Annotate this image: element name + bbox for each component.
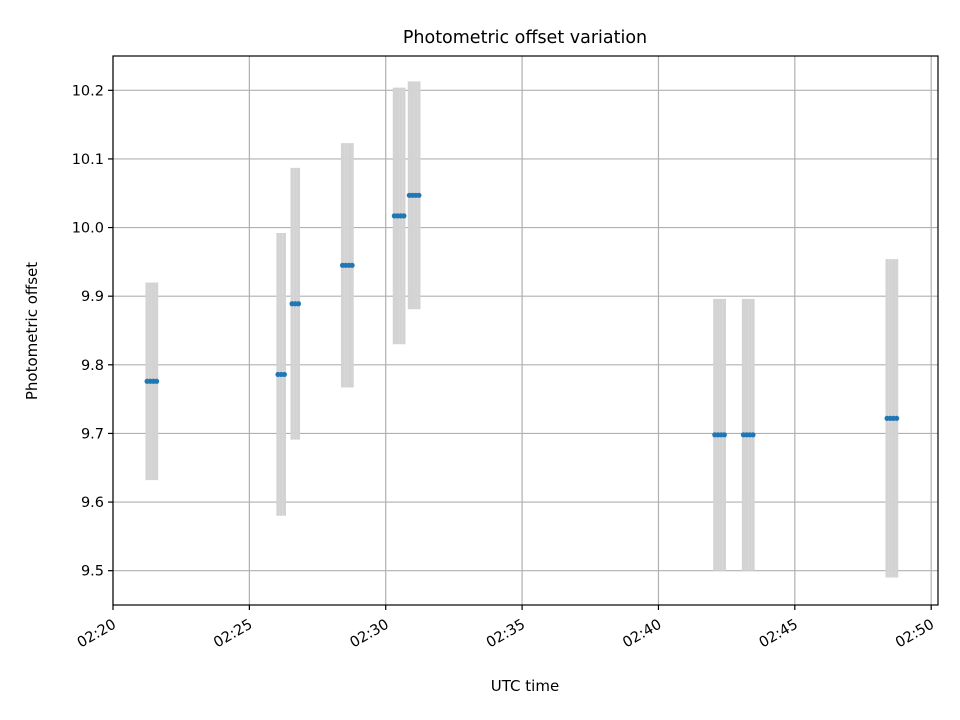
plot-frame	[112, 55, 939, 606]
data-point	[721, 432, 727, 438]
data-point	[154, 378, 160, 384]
data-point	[894, 415, 900, 421]
data-points	[144, 192, 900, 438]
y-tick-label: 9.8	[81, 358, 104, 374]
data-point	[295, 301, 302, 307]
y-tick-label: 10.1	[72, 152, 104, 168]
chart-title: Photometric offset variation	[403, 28, 647, 48]
y-axis-label: Photometric offset	[23, 262, 41, 400]
data-point	[401, 213, 407, 219]
y-tick-label: 9.5	[81, 564, 104, 580]
data-point	[750, 432, 756, 438]
y-tick-label: 10.2	[72, 83, 104, 99]
y-tick-label: 10.0	[72, 221, 104, 237]
y-tick-label: 9.6	[81, 495, 104, 511]
grid-lines	[112, 56, 938, 605]
data-point	[349, 262, 355, 268]
data-point	[416, 192, 422, 198]
y-tick-label: 9.9	[81, 289, 104, 305]
y-tick-label: 9.7	[81, 426, 104, 442]
x-axis-label: UTC time	[491, 677, 559, 695]
y-axis-ticks: 9.5 9.6 9.7 9.8 9.9 10.0 10.1 10.2	[72, 83, 113, 580]
data-point	[281, 371, 287, 378]
